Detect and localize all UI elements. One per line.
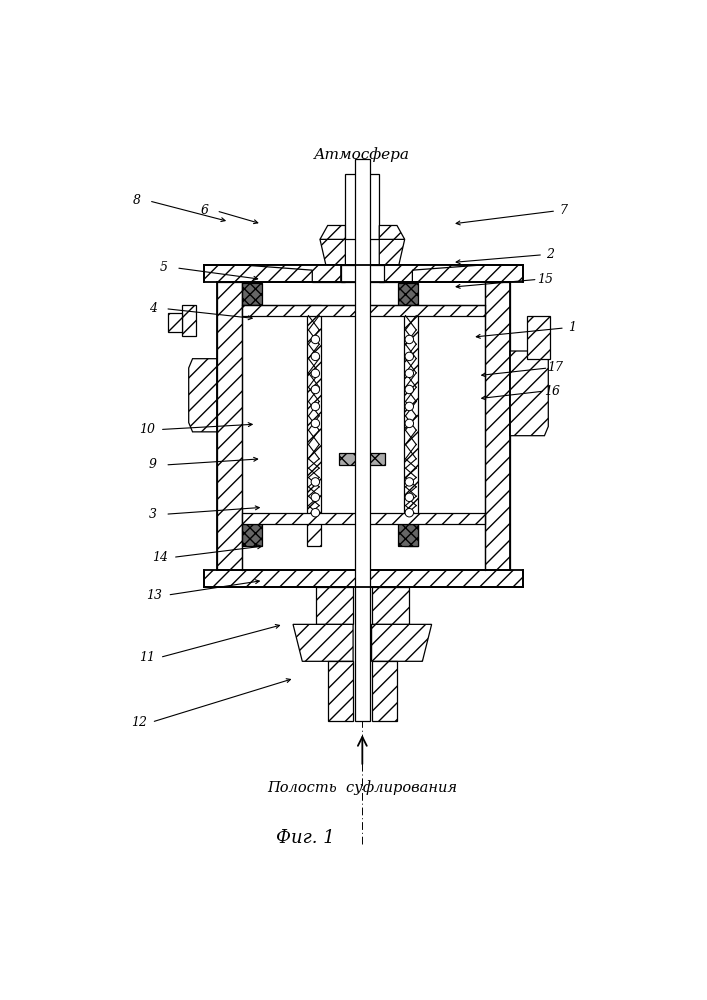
Text: 15: 15 [537,273,553,286]
Circle shape [405,478,414,486]
Circle shape [405,385,414,394]
Text: 3: 3 [148,508,157,521]
Polygon shape [312,266,346,282]
Bar [355,158,370,721]
Polygon shape [327,661,353,721]
Bar [527,316,550,359]
Polygon shape [189,359,217,432]
Circle shape [311,493,320,502]
Text: Полость  суфлирования: Полость суфлирования [267,780,457,795]
Bar [204,570,523,587]
Polygon shape [217,282,242,570]
Polygon shape [372,661,397,721]
Text: 14: 14 [152,551,168,564]
Text: 6: 6 [201,204,209,217]
Bar [398,524,418,546]
Bar [168,313,182,332]
Bar [242,283,262,305]
Polygon shape [510,351,549,436]
Circle shape [311,508,320,517]
Polygon shape [379,266,412,282]
Circle shape [311,385,320,394]
Bar [346,174,379,239]
Bar [339,453,385,465]
Polygon shape [316,587,353,624]
Bar [404,305,418,546]
Text: 12: 12 [131,716,147,729]
Circle shape [405,402,414,411]
Text: 5: 5 [160,261,168,274]
Polygon shape [240,265,341,282]
Text: 2: 2 [546,248,554,261]
Bar [242,524,262,546]
Text: 8: 8 [132,194,141,207]
Circle shape [405,369,414,378]
Polygon shape [320,225,346,239]
Text: Атмосфера: Атмосфера [315,147,410,162]
Bar [204,265,523,282]
Circle shape [405,508,414,517]
Bar [242,305,485,316]
Text: 17: 17 [548,361,563,374]
Text: 1: 1 [568,321,576,334]
Polygon shape [379,239,404,266]
Polygon shape [320,239,346,266]
Circle shape [311,369,320,378]
Bar [398,283,418,305]
Text: 10: 10 [139,423,156,436]
Polygon shape [384,265,485,282]
Circle shape [405,419,414,428]
Circle shape [311,352,320,361]
Bar [341,265,384,282]
Text: 16: 16 [544,385,560,398]
Text: Фиг. 1: Фиг. 1 [276,829,335,847]
Circle shape [405,352,414,361]
Bar [242,513,485,524]
Circle shape [311,478,320,486]
Text: 9: 9 [148,458,157,471]
Circle shape [405,335,414,344]
Text: 13: 13 [146,589,163,602]
Polygon shape [293,624,353,661]
Circle shape [311,419,320,428]
Text: 4: 4 [148,302,157,315]
Circle shape [311,335,320,344]
Circle shape [405,493,414,502]
Circle shape [311,402,320,411]
Polygon shape [372,587,409,624]
Bar [307,305,321,546]
Bar [182,305,196,336]
Polygon shape [372,624,432,661]
Text: 7: 7 [560,204,568,217]
Text: 11: 11 [139,651,156,664]
Polygon shape [379,225,404,239]
Polygon shape [485,282,510,570]
